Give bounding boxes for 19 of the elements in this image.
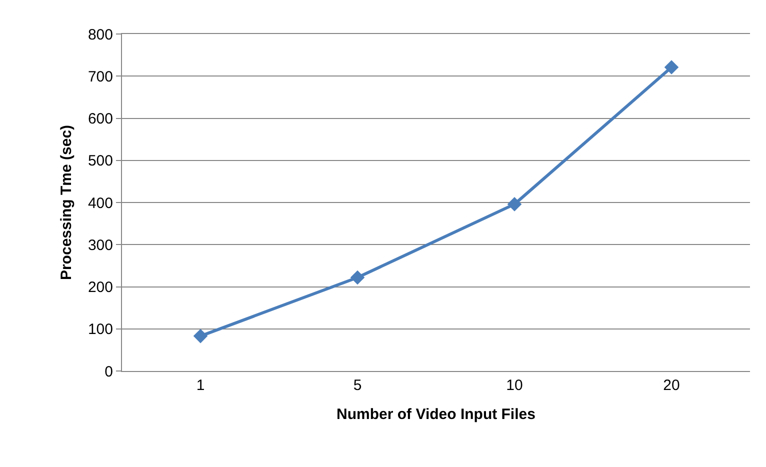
x-tick-label: 10 — [506, 377, 523, 394]
point — [507, 197, 522, 212]
y-tick-label: 700 — [88, 68, 113, 86]
y-tick-label: 200 — [88, 279, 113, 296]
point — [664, 60, 679, 74]
y-axis-title: Processing Tme (sec) — [58, 124, 76, 280]
y-tick-label: 100 — [88, 321, 113, 338]
x-tick-label: 20 — [663, 377, 680, 394]
y-tick-label: 300 — [88, 236, 113, 254]
y-tick-label: 600 — [88, 110, 113, 128]
point — [350, 270, 365, 285]
y-tick-label: 800 — [88, 26, 113, 44]
y-tick-label: 500 — [88, 152, 113, 170]
y-tick-label: 400 — [88, 194, 113, 212]
x-tick-label: 5 — [353, 377, 362, 394]
x-axis-title: Number of Video Input Files — [336, 406, 536, 423]
point — [193, 328, 208, 344]
y-tick-label: 0 — [104, 363, 113, 380]
x-tick-label: 1 — [196, 377, 205, 394]
